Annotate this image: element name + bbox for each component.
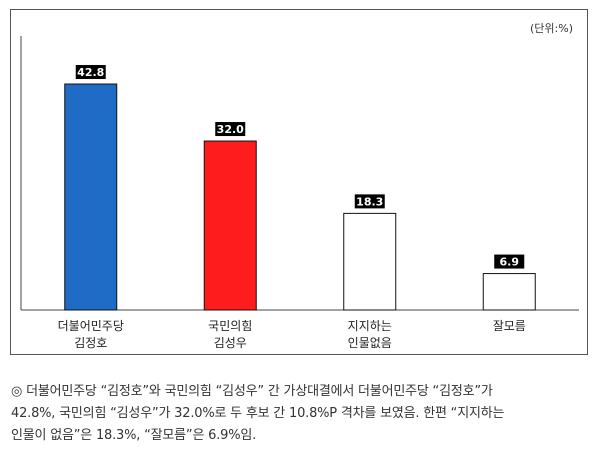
category-label-2-2: 김성우: [214, 336, 247, 350]
category-label-4-1: 잘모름: [493, 319, 526, 333]
value-label-2: 32.0: [217, 123, 244, 136]
category-label-1-1: 더불어민주당: [58, 319, 124, 333]
bar-2: [203, 140, 257, 311]
value-label-bg-4: [494, 254, 525, 269]
caption-line-2: 42.8%, 국민의힘 “김성우”가 32.0%로 두 후보 간 10.8%P …: [11, 406, 505, 421]
value-label-bg-3: [354, 194, 385, 209]
caption: ◎ 더불어민주당 “김정호”와 국민의힘 “김성우” 간 가상대결에서 더불어민…: [11, 381, 591, 447]
caption-line-1: ◎ 더불어민주당 “김정호”와 국민의힘 “김성우” 간 가상대결에서 더불어민…: [11, 384, 493, 399]
value-label-1: 42.8: [77, 66, 104, 79]
value-label-3: 18.3: [356, 195, 383, 208]
value-label-bg-2: [215, 122, 246, 137]
category-label-1-2: 김정호: [74, 336, 107, 350]
value-label-bg-1: [75, 65, 106, 80]
unit-label: (단위:%): [530, 22, 573, 35]
bar-4: [482, 273, 536, 311]
bar-3: [343, 212, 397, 311]
category-label-3-2: 인물없음: [348, 336, 392, 350]
caption-line-3: 인물이 없음”은 18.3%, “잘모름”은 6.9%임.: [11, 428, 257, 443]
bar-1: [64, 83, 118, 311]
category-label-2-1: 국민의힘: [208, 319, 252, 333]
value-label-4: 6.9: [500, 256, 520, 269]
category-label-3-1: 지지하는: [348, 319, 392, 333]
